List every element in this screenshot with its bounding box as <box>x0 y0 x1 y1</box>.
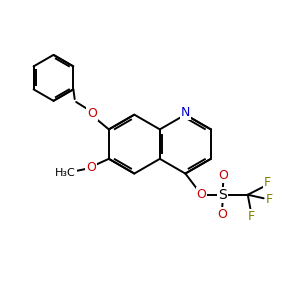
Text: H₃C: H₃C <box>55 168 76 178</box>
Text: O: O <box>86 161 96 174</box>
Text: O: O <box>218 169 228 182</box>
Text: O: O <box>87 107 97 120</box>
Text: O: O <box>217 208 227 221</box>
Text: F: F <box>264 176 271 190</box>
Text: F: F <box>266 193 273 206</box>
Text: N: N <box>181 106 190 119</box>
Text: O: O <box>196 188 206 201</box>
Text: S: S <box>218 188 227 202</box>
Text: F: F <box>248 210 255 223</box>
